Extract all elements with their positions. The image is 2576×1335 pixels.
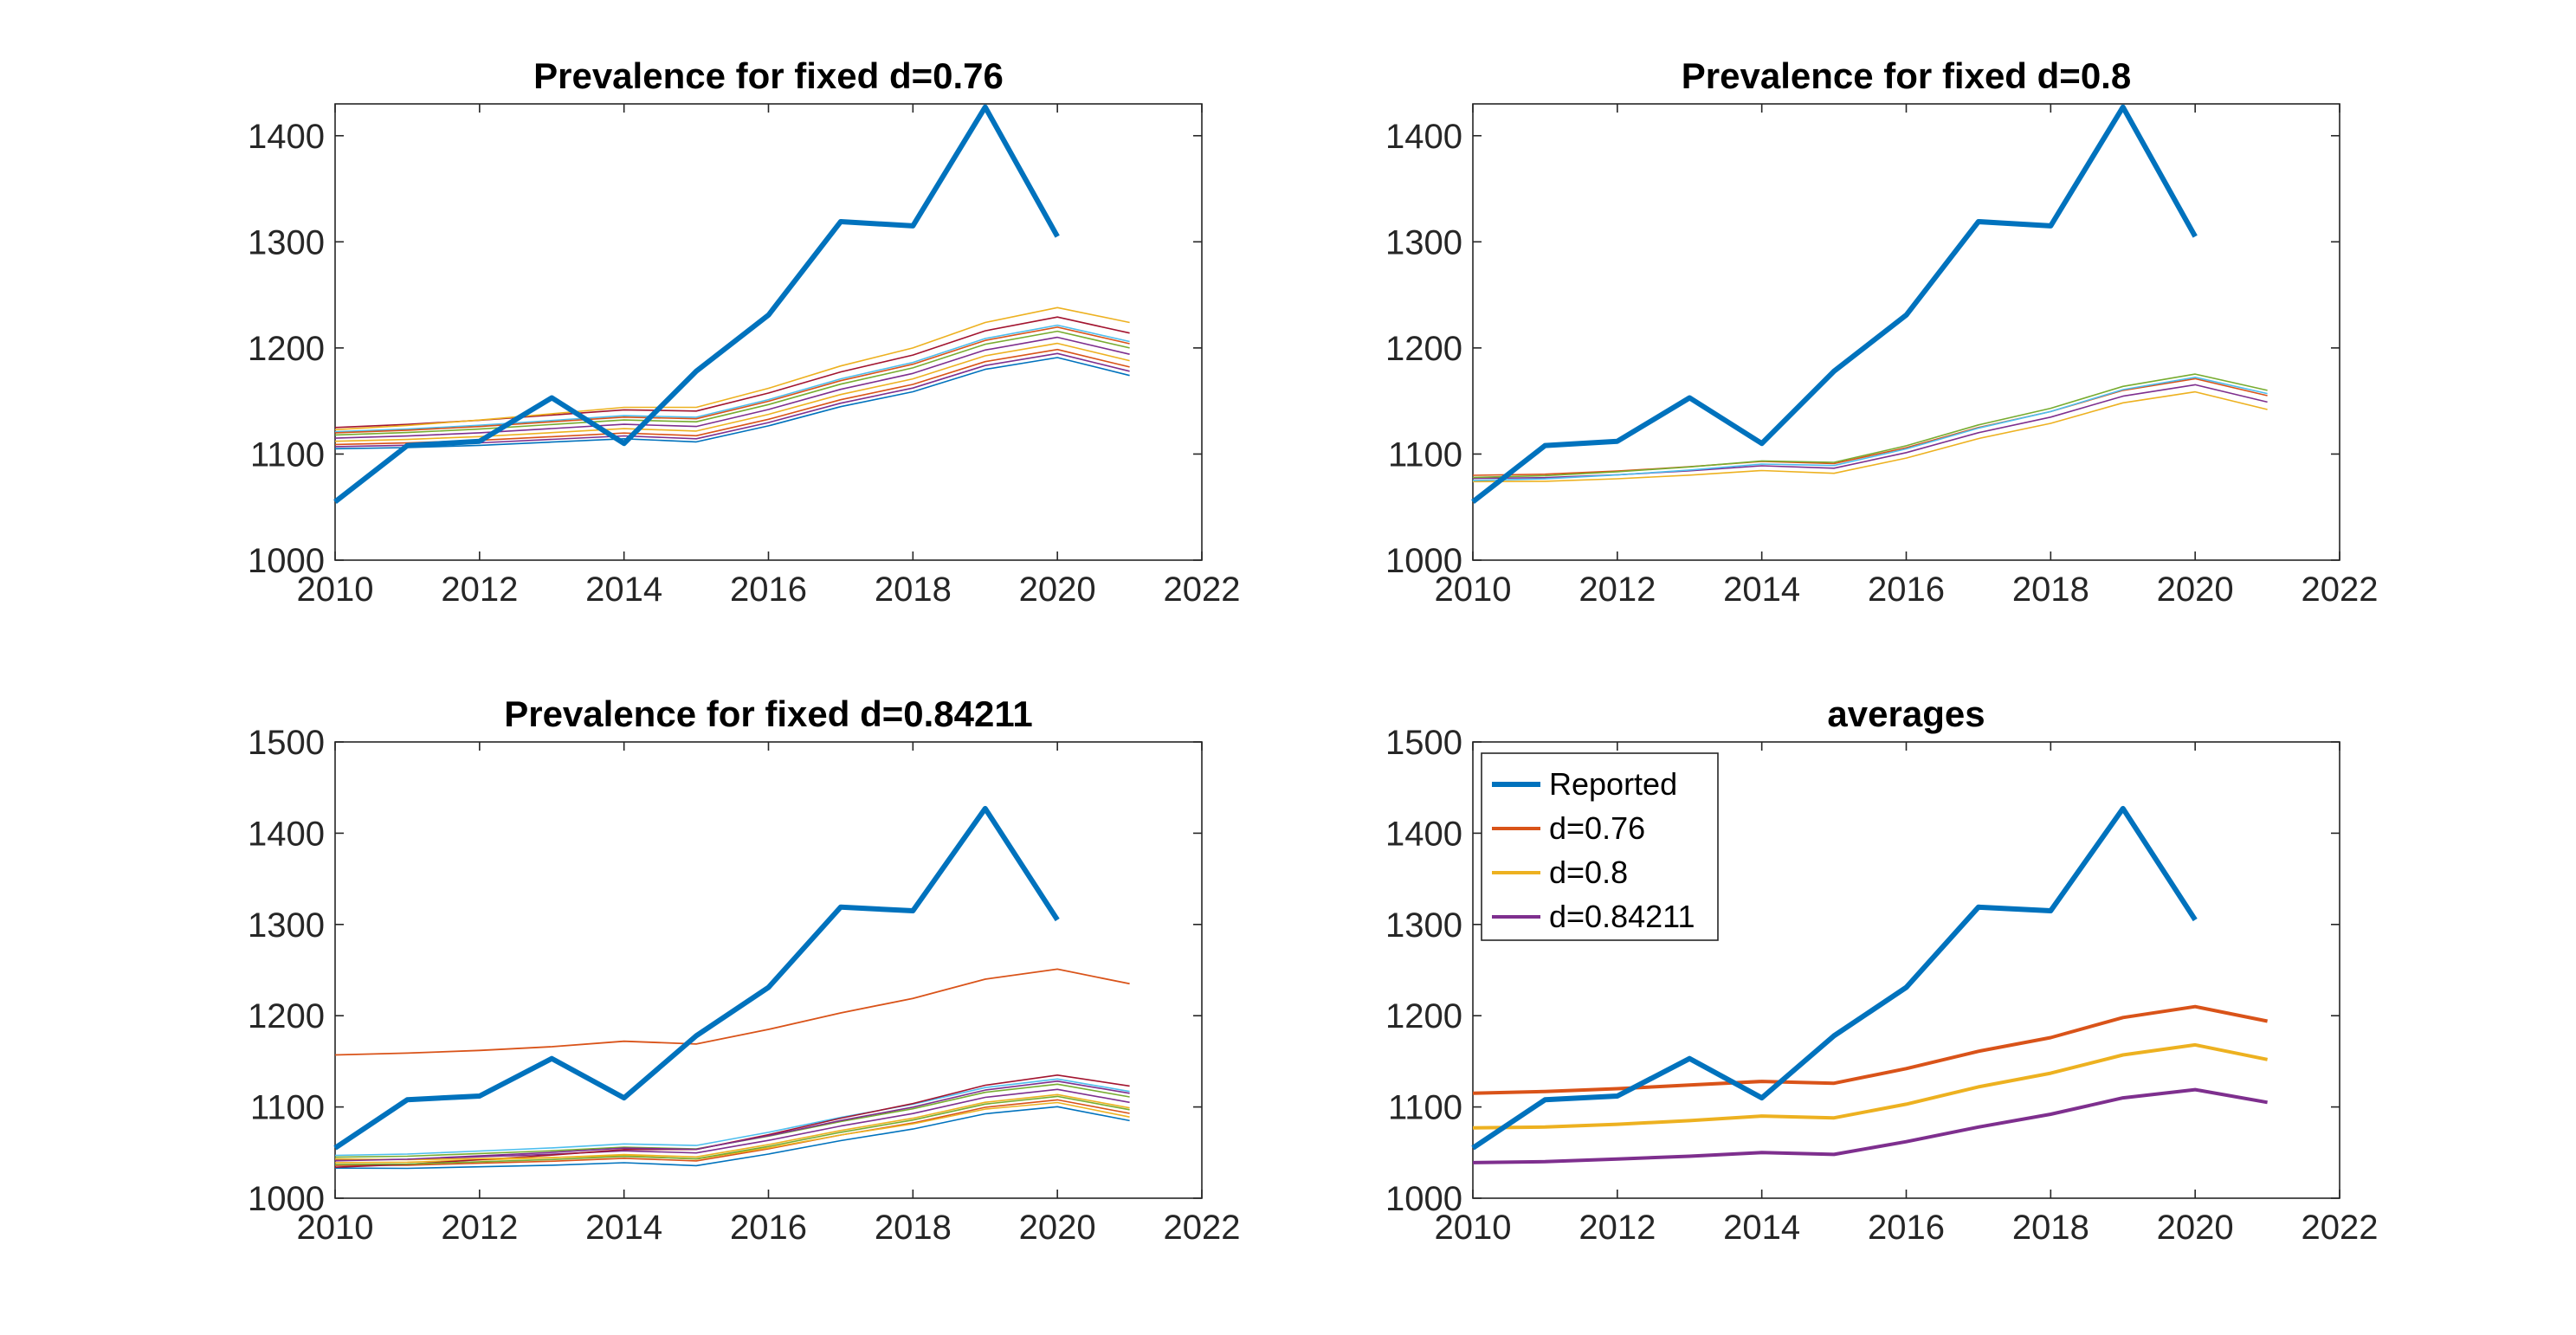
ensemble-line [1472,390,2268,483]
ensemble-line [334,1099,1130,1166]
chart-title: Prevalence for fixed d=0.76 [533,55,1004,96]
y-tick-label: 1400 [1385,118,1462,156]
y-tick-label: 1300 [1385,906,1462,945]
ensemble-line [334,1106,1130,1170]
outlier-line [334,968,1130,1056]
series-line-reported [333,104,1060,504]
y-tick-label: 1000 [1385,1180,1462,1218]
ensemble-line [334,324,1130,433]
x-tick-label: 2010 [1435,571,1512,609]
y-tick-label: 1100 [250,1089,325,1127]
y-tick-label: 1200 [248,997,325,1035]
series-line-reported [1471,104,2198,504]
ensemble-line [334,342,1130,442]
series-line-d-0-8 [1472,1042,2268,1130]
ensemble-line [334,357,1130,450]
x-tick-label: 2020 [1019,571,1096,609]
ensemble-line [334,306,1130,431]
y-tick-label: 1100 [250,435,325,474]
axes-box [334,741,1203,1199]
ensemble-line [334,1080,1130,1162]
x-tick-label: 2014 [585,571,662,609]
ensemble-line [334,1078,1130,1157]
y-tick-label: 1200 [1385,330,1462,368]
y-tick-label: 1000 [248,542,325,580]
y-tick-label: 1400 [248,118,325,156]
x-tick-label: 2018 [875,571,952,609]
ensemble-line [334,1095,1130,1165]
x-tick-label: 2010 [1435,1209,1512,1247]
x-tick-label: 2014 [585,1209,662,1247]
x-tick-label: 2016 [730,1209,807,1247]
y-tick-label: 1100 [1388,435,1462,474]
x-tick-label: 2012 [441,571,518,609]
x-tick-label: 2016 [730,571,807,609]
chart-title: Prevalence for fixed d=0.8 [1682,55,2131,96]
x-tick-label: 2022 [2302,571,2379,609]
x-tick-label: 2020 [2157,1209,2234,1247]
y-tick-label: 1400 [248,815,325,853]
legend-entry: Reported [1549,766,1677,802]
x-tick-label: 2010 [297,1209,374,1247]
ensemble-line [1472,373,2268,479]
x-tick-label: 2014 [1723,571,1800,609]
chart-title: averages [1827,693,1985,734]
panel-averages: averages 2010 2012 2014 2016 2018 2020 2022 1000… [1385,693,2378,1247]
ensemble-line [1472,377,2268,481]
x-tick-label: 2018 [875,1209,952,1247]
y-tick-label: 1200 [1385,997,1462,1035]
chart-title: Prevalence for fixed d=0.84211 [504,693,1033,734]
y-tick-label: 1100 [1388,1089,1462,1127]
y-tick-label: 1300 [248,906,325,945]
series-line-reported [1471,805,2198,1151]
x-tick-label: 2016 [1868,571,1945,609]
x-tick-label: 2022 [1164,571,1241,609]
y-tick-label: 1400 [1385,815,1462,853]
y-tick-label: 1300 [1385,223,1462,261]
ensemble-line [334,1101,1130,1161]
axes-box [1472,103,2340,561]
ensemble-line [1472,377,2268,476]
y-tick-label: 1000 [248,1180,325,1218]
legend-entry: d=0.76 [1549,810,1645,846]
series-line-d-0-84211 [1472,1087,2268,1164]
x-tick-label: 2014 [1723,1209,1800,1247]
x-tick-label: 2012 [441,1209,518,1247]
legend-entry: d=0.8 [1549,855,1628,890]
y-tick-label: 1300 [248,223,325,261]
x-tick-label: 2018 [2012,571,2089,609]
panel-prevalence-d084211: Prevalence for fixed d=0.84211 2010 2012 20… [248,693,1240,1247]
y-tick-label: 1500 [1385,724,1462,762]
ensemble-line [334,330,1130,436]
x-tick-label: 2012 [1579,1209,1656,1247]
series-line-d-0-76 [1472,1004,2268,1095]
x-tick-label: 2012 [1579,571,1656,609]
x-tick-label: 2018 [2012,1209,2089,1247]
y-tick-label: 1000 [1385,542,1462,580]
y-tick-label: 1200 [248,330,325,368]
ensemble-line [334,336,1130,439]
x-tick-label: 2016 [1868,1209,1945,1247]
x-tick-label: 2020 [1019,1209,1096,1247]
panel-prevalence-d076: Prevalence for fixed d=0.76 2010 2012 2014 2… [248,55,1240,609]
y-tick-label: 1500 [248,724,325,762]
ensemble-line [334,1088,1130,1161]
x-tick-label: 2022 [2302,1209,2379,1247]
x-tick-label: 2020 [2157,571,2234,609]
panel-prevalence-d08: Prevalence for fixed d=0.8 2010 2012 2014 20… [1385,55,2378,609]
series-line-reported [333,805,1060,1151]
x-tick-label: 2022 [1164,1209,1241,1247]
x-tick-label: 2010 [297,571,374,609]
axes-box [334,103,1203,561]
ensemble-line [334,326,1130,434]
legend-entry: d=0.84211 [1549,899,1695,934]
